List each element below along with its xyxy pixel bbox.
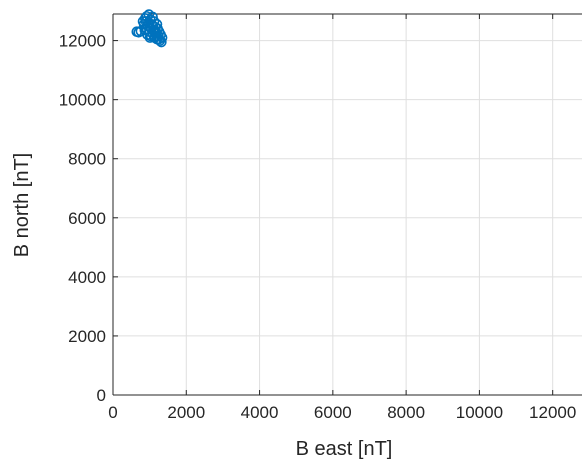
y-tick-label: 2000	[68, 327, 106, 346]
x-tick-label: 2000	[167, 403, 205, 422]
axes	[112, 13, 582, 396]
data-point	[156, 36, 167, 48]
x-tick-label: 12000	[529, 403, 576, 422]
y-tick-label: 0	[97, 386, 106, 405]
grid	[113, 14, 582, 395]
y-tick-label: 12000	[59, 32, 106, 51]
data-point	[144, 32, 156, 43]
y-axis-label: B north [nT]	[11, 153, 33, 258]
x-tick-label: 8000	[387, 403, 425, 422]
x-axis-label: B east [nT]	[296, 438, 393, 460]
y-tick-label: 6000	[68, 209, 106, 228]
x-tick-label: 4000	[241, 403, 279, 422]
y-tick-label: 10000	[59, 91, 106, 110]
data-points	[131, 9, 168, 48]
y-tick-label: 8000	[68, 150, 106, 169]
x-tick-label: 0	[108, 403, 117, 422]
data-point	[147, 20, 159, 32]
data-point	[154, 35, 166, 46]
plot-area-background	[113, 14, 582, 395]
tick-labels: 0 2000 4000 6000 8000 10000 12000 0 2000 4000 6000…	[59, 32, 577, 422]
data-point	[139, 24, 151, 36]
x-tick-label: 6000	[314, 403, 352, 422]
y-tick-label: 4000	[68, 268, 106, 287]
x-tick-label: 10000	[456, 403, 503, 422]
